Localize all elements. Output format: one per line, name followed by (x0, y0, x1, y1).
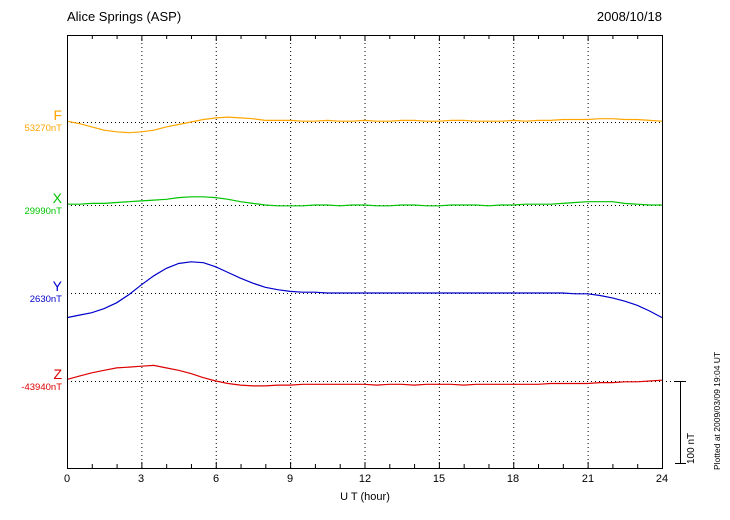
trace-lines (66, 116, 663, 387)
scale-bar (675, 381, 686, 464)
x-tick-21: 21 (581, 473, 595, 485)
x-tick-9: 9 (286, 473, 294, 485)
series-label-F: F 53270nT (0, 107, 62, 135)
series-letter-Y: Y (52, 278, 62, 294)
plotted-at-note: Plotted at 2009/03/09 19:04 UT (712, 351, 722, 470)
x-tick-18: 18 (506, 473, 520, 485)
series-baseline-Z: -43940nT (21, 382, 62, 393)
series-label-Z: Z -43940nT (0, 366, 62, 394)
grid-lines (67, 35, 680, 468)
plot-frame (67, 35, 663, 469)
series-baseline-Y: 2630nT (29, 294, 62, 305)
series-baseline-X: 29990nT (24, 206, 62, 217)
x-tick-0: 0 (63, 473, 71, 485)
trace-F (66, 116, 663, 134)
date-label: 2008/10/18 (596, 9, 662, 24)
x-tick-24: 24 (655, 473, 669, 485)
trace-Z (66, 364, 663, 387)
series-label-Y: Y 2630nT (0, 278, 62, 306)
x-axis-title: U T (hour) (340, 491, 390, 503)
series-letter-F: F (53, 107, 62, 123)
x-tick-6: 6 (212, 473, 220, 485)
trace-X (67, 196, 662, 207)
x-tick-3: 3 (137, 473, 145, 485)
trace-Y (66, 261, 663, 319)
station-title: Alice Springs (ASP) (67, 9, 182, 24)
series-baseline-F: 53270nT (24, 123, 62, 134)
series-letter-Z: Z (53, 366, 62, 382)
x-tick-12: 12 (358, 473, 372, 485)
x-tick-15: 15 (432, 473, 446, 485)
scale-bar-label: 100 nT (686, 432, 697, 464)
series-letter-X: X (52, 190, 62, 206)
series-label-X: X 29990nT (0, 190, 62, 218)
